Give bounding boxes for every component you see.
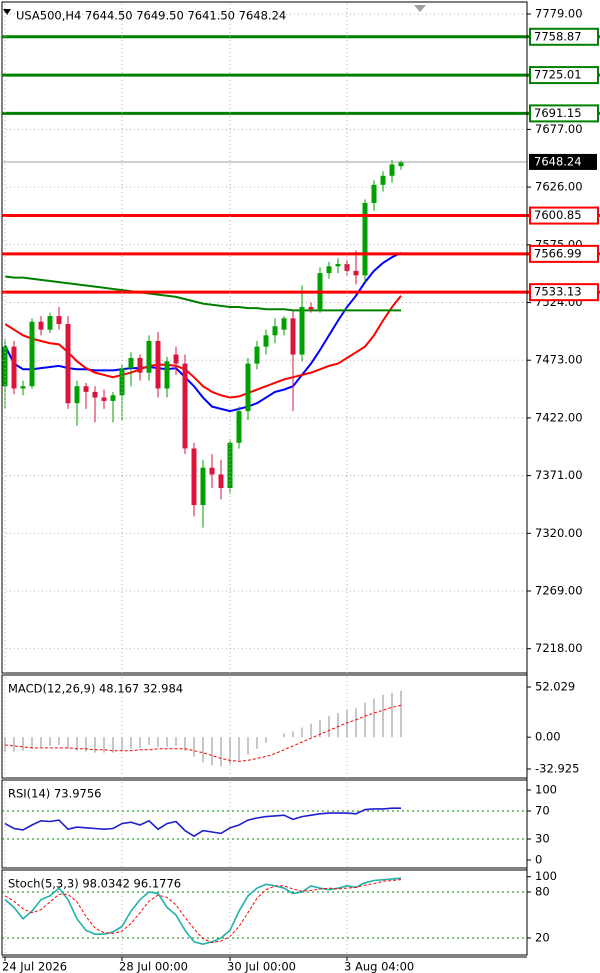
price-level-box xyxy=(529,104,599,123)
price-level-label: 7600.85 xyxy=(534,208,582,222)
y-tick-label: 30 xyxy=(535,832,550,846)
candle-body xyxy=(38,321,44,330)
y-tick-label: 7269.00 xyxy=(535,584,583,598)
candle-body xyxy=(74,386,80,404)
menu-arrow[interactable] xyxy=(3,9,11,15)
x-tick-label: 30 Jul 00:00 xyxy=(227,960,296,973)
candle-body xyxy=(398,161,404,167)
price-level-box xyxy=(529,244,599,263)
indicator-line xyxy=(4,879,402,944)
panel-title: MACD(12,26,9) 48.167 32.984 xyxy=(8,682,183,696)
indicator-line xyxy=(4,704,402,762)
candle-body xyxy=(119,368,125,396)
candle-body xyxy=(272,326,278,336)
candle-body xyxy=(344,264,350,271)
candle-body xyxy=(254,346,260,364)
y-tick-label: 80 xyxy=(535,885,550,899)
price-level-box xyxy=(529,66,599,85)
candle-body xyxy=(200,467,206,506)
moving-average xyxy=(4,251,402,413)
price-level-box xyxy=(529,283,599,302)
candle-body xyxy=(308,307,314,310)
candle-body xyxy=(236,411,242,443)
panel-title: USA500,H4 7644.50 7649.50 7641.50 7648.2… xyxy=(16,9,286,23)
candle-body xyxy=(281,318,287,330)
candle-body xyxy=(155,340,161,389)
last-price-label: 7648.24 xyxy=(534,154,582,168)
candle-body xyxy=(335,264,341,267)
x-tick-label: 24 Jul 2026 xyxy=(2,960,67,973)
price-level-label: 7758.87 xyxy=(534,29,582,43)
candle-body xyxy=(164,361,170,389)
moving-average xyxy=(4,295,402,399)
y-tick-label: 7473.00 xyxy=(535,353,583,367)
y-tick-label: 7422.00 xyxy=(535,410,583,424)
candle-body xyxy=(146,340,152,373)
y-tick-label: 7779.00 xyxy=(535,7,583,21)
candle-body xyxy=(101,397,107,401)
y-tick-label: 7371.00 xyxy=(535,468,583,482)
candle-body xyxy=(47,316,53,330)
y-tick-label: 7320.00 xyxy=(535,526,583,540)
candle-body xyxy=(110,395,116,401)
price-level-box xyxy=(529,206,599,225)
candle-body xyxy=(173,354,179,364)
moving-average xyxy=(4,275,401,312)
price-level-label: 7725.01 xyxy=(534,68,582,82)
candle-body xyxy=(389,164,395,176)
chart-shift-marker[interactable] xyxy=(414,5,426,12)
candle-body xyxy=(263,335,269,347)
y-tick-label: 0 xyxy=(535,853,542,867)
candle-body xyxy=(245,363,251,412)
candle-body xyxy=(290,318,296,355)
x-tick-label: 3 Aug 04:00 xyxy=(344,960,414,973)
candle-body xyxy=(11,346,17,389)
price-level-label: 7533.13 xyxy=(534,285,582,299)
candle-body xyxy=(191,448,197,506)
price-level-label: 7691.15 xyxy=(534,106,582,120)
candle-body xyxy=(2,346,8,387)
y-tick-label: 52.029 xyxy=(535,680,575,694)
candle-body xyxy=(218,474,224,489)
candle-body xyxy=(353,270,359,276)
candle-body xyxy=(20,386,26,389)
candle-body xyxy=(137,357,143,373)
candle-body xyxy=(326,266,332,274)
candle-body xyxy=(209,467,215,475)
price-level-label: 7566.99 xyxy=(534,246,582,260)
candle-body xyxy=(380,175,386,185)
y-tick-label: 70 xyxy=(535,803,550,817)
y-tick-label: 100 xyxy=(535,782,557,796)
y-tick-label: -32.925 xyxy=(535,761,579,775)
panel-title: RSI(14) 73.9756 xyxy=(8,787,102,801)
candle-body xyxy=(299,307,305,355)
candle-body xyxy=(182,363,188,449)
last-price-box xyxy=(529,153,597,170)
candle-body xyxy=(128,357,134,369)
candle-body xyxy=(227,442,233,489)
candle-body xyxy=(362,202,368,276)
candle-body xyxy=(56,316,62,325)
candle-body xyxy=(371,184,377,203)
candle-body xyxy=(29,321,35,387)
y-tick-label: 20 xyxy=(535,930,550,944)
y-tick-label: 7677.00 xyxy=(535,122,583,136)
y-tick-label: 7218.00 xyxy=(535,641,583,655)
price-level-box xyxy=(529,27,599,46)
candle-body xyxy=(83,386,89,392)
candle-body xyxy=(92,391,98,398)
x-tick-label: 28 Jul 00:00 xyxy=(119,960,188,973)
y-tick-label: 0.00 xyxy=(535,730,561,744)
panel-title: Stoch(5,3,3) 98.0342 96.1776 xyxy=(8,877,181,891)
y-tick-label: 100 xyxy=(535,869,557,883)
y-tick-label: 7626.00 xyxy=(535,180,583,194)
indicator-line xyxy=(4,807,402,838)
candle-body xyxy=(65,324,71,404)
